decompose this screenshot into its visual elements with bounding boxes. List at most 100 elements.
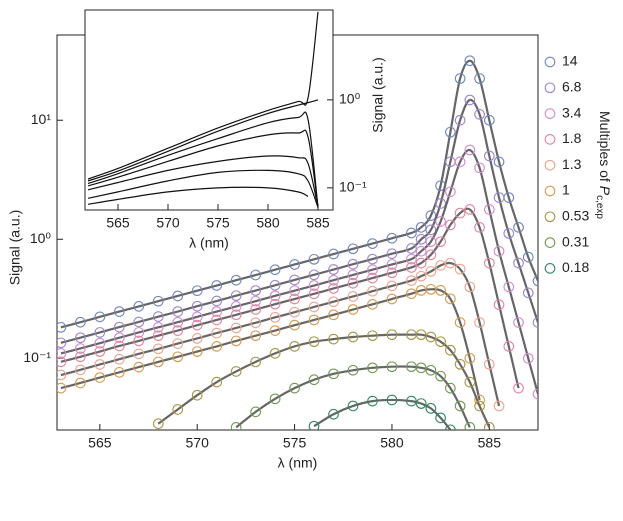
data-point xyxy=(367,299,378,310)
x-axis-label: λ (nm) xyxy=(189,235,229,251)
plot-area xyxy=(57,55,538,430)
data-point xyxy=(94,346,106,357)
y-tick-label: 10⁻¹ xyxy=(23,349,51,365)
data-point xyxy=(367,285,378,297)
series-line xyxy=(60,288,481,401)
data-point xyxy=(152,418,164,430)
data-point xyxy=(386,293,398,305)
x-tick-label: 580 xyxy=(380,435,404,451)
data-point xyxy=(425,364,437,376)
data-point xyxy=(406,275,417,286)
data-point xyxy=(435,216,446,227)
data-point xyxy=(308,374,320,386)
data-point xyxy=(94,359,106,370)
data-point xyxy=(367,253,378,265)
data-point xyxy=(386,267,398,279)
x-tick-label: 565 xyxy=(88,435,112,451)
data-point xyxy=(211,327,223,339)
data-point xyxy=(483,358,495,370)
data-point xyxy=(250,317,261,329)
data-point xyxy=(513,257,524,269)
data-point xyxy=(211,341,223,352)
data-point xyxy=(328,368,339,380)
data-point xyxy=(474,162,485,174)
data-point xyxy=(75,343,86,354)
data-point xyxy=(425,249,437,261)
legend-title-var: P xyxy=(597,186,613,196)
data-point xyxy=(191,285,203,297)
data-point xyxy=(152,356,164,368)
data-point xyxy=(532,317,538,328)
data-point xyxy=(328,333,339,345)
series-line xyxy=(87,111,319,208)
data-point xyxy=(269,298,281,310)
data-point xyxy=(347,291,359,302)
series-line xyxy=(157,333,491,428)
legend-label: 1.8 xyxy=(562,130,582,146)
data-point xyxy=(328,408,339,420)
series-line xyxy=(235,365,471,429)
data-point xyxy=(406,253,417,265)
data-point xyxy=(75,332,86,344)
data-point xyxy=(493,400,505,412)
y-tick-label: 10⁰ xyxy=(339,91,361,107)
series-line xyxy=(313,398,452,430)
data-point xyxy=(464,204,476,215)
series-line xyxy=(87,186,309,205)
data-point xyxy=(211,376,223,388)
data-point xyxy=(230,422,242,430)
data-point xyxy=(57,369,67,381)
data-point xyxy=(464,94,476,106)
data-point xyxy=(435,370,446,382)
data-point xyxy=(347,400,359,412)
data-point xyxy=(152,322,164,333)
data-point xyxy=(386,248,398,260)
x-axis-label: λ (nm) xyxy=(278,455,318,471)
data-point xyxy=(474,317,485,328)
data-point xyxy=(289,306,300,318)
data-point xyxy=(445,219,456,231)
data-point xyxy=(172,290,184,302)
legend-marker xyxy=(544,237,556,248)
data-point xyxy=(415,270,427,282)
data-point xyxy=(464,281,476,293)
data-point xyxy=(445,293,456,305)
data-point xyxy=(435,336,446,348)
series-line xyxy=(87,11,319,180)
data-point xyxy=(445,126,456,138)
data-point xyxy=(367,264,378,276)
legend-marker xyxy=(544,185,556,197)
data-point xyxy=(57,322,67,333)
data-point xyxy=(445,257,456,269)
data-point xyxy=(328,309,339,321)
data-point xyxy=(172,404,184,415)
legend-marker xyxy=(544,159,556,171)
data-point xyxy=(172,306,184,317)
data-point xyxy=(406,262,417,273)
data-point xyxy=(483,150,495,162)
data-point xyxy=(367,330,378,342)
data-point xyxy=(172,351,184,363)
data-point xyxy=(503,341,515,352)
data-point xyxy=(289,382,300,394)
data-point xyxy=(94,337,106,349)
data-point xyxy=(474,73,485,84)
data-point xyxy=(445,382,456,394)
data-point xyxy=(347,364,359,376)
data-point xyxy=(328,274,339,286)
data-point xyxy=(445,186,456,198)
data-point xyxy=(230,335,242,347)
data-point xyxy=(493,192,505,203)
legend-label: 6.8 xyxy=(562,79,582,95)
data-point xyxy=(172,338,184,349)
data-point xyxy=(172,316,184,328)
data-point xyxy=(503,281,515,293)
data-point xyxy=(113,366,125,378)
data-point xyxy=(94,327,106,338)
legend-title-text: Multiples of xyxy=(597,111,613,186)
data-point xyxy=(328,264,339,275)
data-point xyxy=(269,311,281,323)
data-point xyxy=(269,393,281,405)
data-point xyxy=(454,358,466,370)
